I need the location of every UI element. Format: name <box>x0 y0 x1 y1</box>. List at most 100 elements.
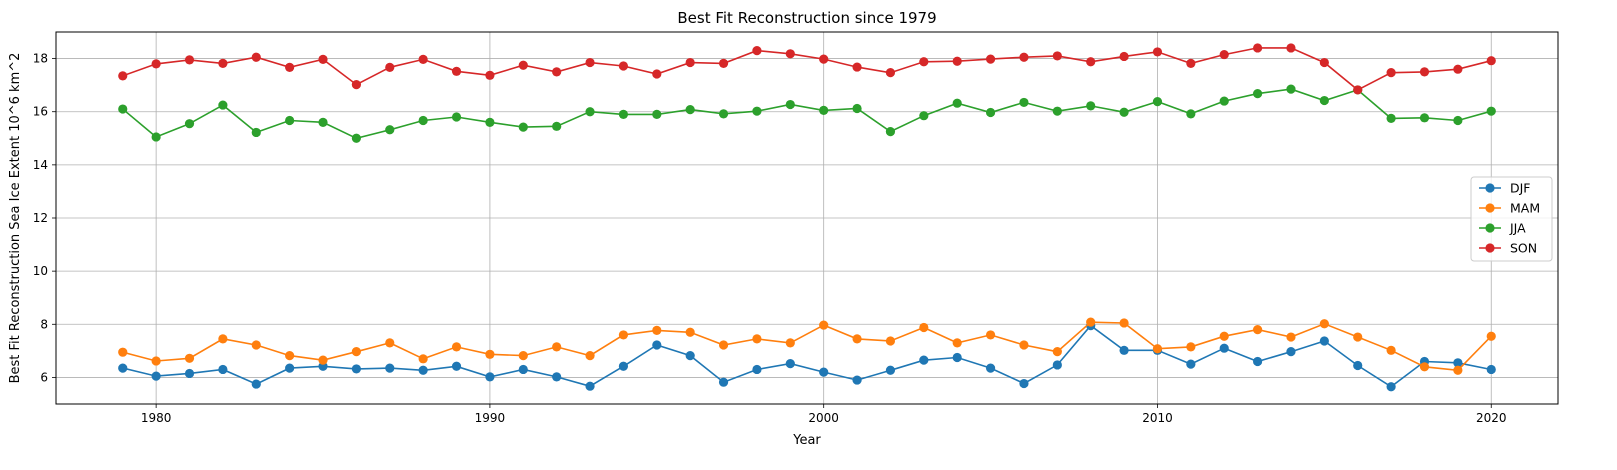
data-point-jja <box>1419 113 1430 123</box>
data-point-son <box>985 54 996 64</box>
data-point-mam <box>552 342 562 352</box>
data-point-jja <box>1219 96 1229 106</box>
data-point-jja <box>952 98 962 108</box>
data-point-mam <box>652 325 662 335</box>
data-point-djf <box>251 379 261 389</box>
data-point-jja <box>585 107 595 117</box>
data-point-son <box>1453 64 1463 74</box>
data-point-djf <box>151 371 161 381</box>
data-point-jja <box>518 122 528 132</box>
data-point-son <box>285 62 295 72</box>
data-point-djf <box>1353 360 1363 371</box>
series-line-son <box>122 47 1492 91</box>
data-point-jja <box>885 127 896 137</box>
data-point-son <box>485 70 495 80</box>
data-point-jja <box>1052 106 1062 116</box>
data-point-mam <box>1286 332 1296 342</box>
legend-label: MAM <box>1510 201 1540 216</box>
x-tick-label: 2010 <box>1142 411 1173 425</box>
data-point-djf <box>1186 359 1196 369</box>
data-point-djf <box>685 351 695 361</box>
data-point-son <box>585 57 595 68</box>
data-point-djf <box>1052 360 1062 370</box>
data-point-djf <box>1486 364 1496 375</box>
x-tick-label: 1990 <box>475 411 506 425</box>
data-point-son <box>385 62 395 72</box>
data-point-jja <box>1286 84 1296 94</box>
data-point-mam <box>618 330 629 340</box>
data-point-mam <box>585 351 595 361</box>
y-tick-label: 10 <box>33 264 48 278</box>
data-point-jja <box>1186 109 1196 119</box>
data-point-son <box>251 52 261 62</box>
data-point-djf <box>184 368 195 379</box>
series-line-jja <box>122 88 1492 140</box>
data-point-mam <box>1419 362 1430 372</box>
data-point-jja <box>1119 107 1129 117</box>
data-point-mam <box>752 334 762 344</box>
data-point-djf <box>785 359 795 369</box>
data-point-son <box>1152 47 1163 57</box>
data-point-mam <box>1353 332 1363 342</box>
data-point-jja <box>919 111 929 121</box>
data-point-son <box>885 68 896 78</box>
data-point-djf <box>451 361 462 371</box>
data-point-son <box>518 60 528 70</box>
data-point-mam <box>318 355 328 365</box>
y-tick-label: 14 <box>33 158 48 172</box>
data-point-son <box>1353 85 1363 95</box>
data-point-djf <box>852 375 862 385</box>
y-tick-label: 16 <box>33 105 48 119</box>
data-point-djf <box>1319 336 1329 346</box>
data-point-djf <box>819 367 829 377</box>
data-point-son <box>1286 43 1296 53</box>
data-point-son <box>1219 49 1229 60</box>
data-point-mam <box>1052 347 1062 357</box>
data-point-jja <box>718 109 729 119</box>
data-point-mam <box>685 327 695 337</box>
data-point-mam <box>1453 365 1463 375</box>
legend-box <box>1470 176 1553 262</box>
data-point-jja <box>1253 89 1263 99</box>
data-point-jja <box>418 115 428 126</box>
data-point-jja <box>251 127 261 138</box>
series-line-mam <box>122 321 1492 372</box>
data-point-mam <box>819 320 829 330</box>
x-tick-label: 2000 <box>808 411 839 425</box>
legend: DJF MAM JJA SON <box>1470 176 1553 262</box>
ticks: 1980 1990 2000 2010 2020 6 8 10 12 14 16 18 <box>33 52 1507 425</box>
data-point-mam <box>1186 342 1196 352</box>
data-point-mam <box>1319 319 1329 329</box>
data-point-son <box>1253 43 1263 53</box>
data-point-djf <box>285 363 295 373</box>
data-point-djf <box>552 372 562 382</box>
data-point-djf <box>1019 378 1029 389</box>
chart-title: Best Fit Reconstruction since 1979 <box>677 9 936 27</box>
data-point-son <box>1019 52 1029 62</box>
data-point-son <box>919 57 929 67</box>
data-point-son <box>752 46 762 56</box>
data-point-son <box>1319 57 1329 68</box>
data-point-jja <box>1086 101 1096 111</box>
data-point-jja <box>652 109 662 119</box>
y-tick-label: 18 <box>33 52 48 66</box>
data-point-mam <box>285 351 295 361</box>
data-point-mam <box>919 322 929 333</box>
data-point-djf <box>952 352 962 363</box>
data-point-djf <box>1286 347 1296 357</box>
data-point-mam <box>418 354 428 364</box>
data-point-son <box>952 56 962 66</box>
legend-label: DJF <box>1510 181 1531 196</box>
series-layer <box>118 43 1496 392</box>
data-point-mam <box>718 340 729 350</box>
data-point-son <box>451 66 462 76</box>
data-point-mam <box>218 334 228 344</box>
data-point-djf <box>418 365 428 375</box>
data-point-jja <box>852 103 862 114</box>
data-point-son <box>685 57 695 68</box>
data-point-mam <box>351 347 361 357</box>
data-point-jja <box>151 132 161 142</box>
y-tick-label: 8 <box>40 317 48 331</box>
data-point-jja <box>118 104 128 114</box>
